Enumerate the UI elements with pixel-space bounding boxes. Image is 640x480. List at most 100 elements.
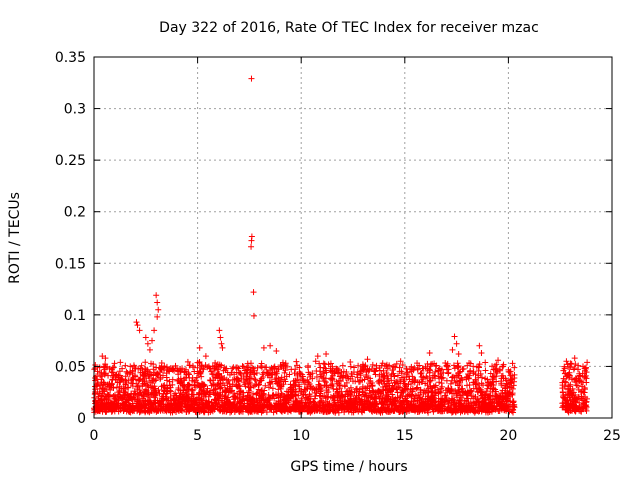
x-tick-label: 10 bbox=[292, 428, 310, 444]
data-point bbox=[482, 367, 489, 374]
data-point bbox=[583, 364, 590, 371]
data-point bbox=[156, 390, 163, 397]
data-point bbox=[455, 351, 462, 358]
data-point bbox=[482, 359, 489, 366]
data-point bbox=[136, 327, 143, 334]
data-point bbox=[355, 362, 362, 369]
x-axis-label: GPS time / hours bbox=[290, 459, 407, 475]
data-point bbox=[584, 359, 591, 366]
data-point bbox=[250, 289, 257, 296]
data-point bbox=[149, 337, 156, 344]
chart-title: Day 322 of 2016, Rate Of TEC Index for r… bbox=[159, 20, 539, 36]
data-point bbox=[414, 360, 421, 367]
data-point bbox=[399, 362, 406, 369]
x-tick-label: 5 bbox=[193, 428, 202, 444]
data-point bbox=[339, 362, 346, 369]
grid-lines bbox=[94, 57, 612, 418]
data-point bbox=[146, 346, 153, 353]
data-point bbox=[109, 377, 116, 384]
data-point bbox=[216, 327, 223, 334]
data-point bbox=[244, 360, 251, 367]
data-point bbox=[133, 319, 140, 326]
data-point bbox=[129, 380, 136, 387]
data-point bbox=[509, 398, 516, 405]
data-point bbox=[263, 364, 270, 371]
data-point bbox=[219, 344, 226, 351]
data-point bbox=[134, 322, 141, 329]
data-point bbox=[449, 346, 456, 353]
x-tick-label: 0 bbox=[90, 428, 99, 444]
data-point bbox=[267, 342, 274, 349]
data-point bbox=[347, 363, 354, 370]
data-point bbox=[445, 370, 452, 377]
y-tick-label: 0 bbox=[77, 411, 86, 427]
y-tick-label: 0.15 bbox=[55, 256, 86, 272]
x-tick-label: 15 bbox=[396, 428, 414, 444]
data-point bbox=[206, 377, 213, 384]
data-point bbox=[265, 384, 272, 391]
y-tick-label: 0.35 bbox=[55, 50, 86, 66]
data-point bbox=[572, 361, 579, 368]
data-point bbox=[476, 342, 483, 349]
data-point bbox=[155, 306, 162, 313]
y-axis-label: ROTI / TECUs bbox=[7, 192, 23, 284]
data-point bbox=[123, 368, 130, 375]
data-point bbox=[369, 361, 376, 368]
data-point bbox=[251, 376, 258, 383]
data-point bbox=[258, 360, 265, 367]
data-point bbox=[451, 333, 458, 340]
data-point bbox=[217, 334, 224, 341]
data-point bbox=[487, 370, 494, 377]
data-point bbox=[144, 340, 151, 347]
data-point bbox=[196, 344, 203, 351]
data-point bbox=[142, 359, 149, 366]
data-point bbox=[478, 350, 485, 357]
x-tick-label: 20 bbox=[499, 428, 517, 444]
plot-frame bbox=[93, 56, 613, 419]
data-point bbox=[574, 366, 581, 373]
data-point bbox=[240, 363, 247, 370]
data-point bbox=[291, 370, 298, 377]
data-point bbox=[321, 361, 328, 368]
data-point bbox=[248, 75, 255, 82]
y-tick-label: 0.3 bbox=[64, 102, 86, 118]
data-point bbox=[383, 363, 390, 370]
data-point bbox=[453, 340, 460, 347]
y-tick-label: 0.1 bbox=[64, 308, 86, 324]
data-point bbox=[293, 358, 300, 365]
y-tick-label: 0.25 bbox=[55, 153, 86, 169]
data-point bbox=[153, 292, 160, 299]
data-point bbox=[364, 356, 371, 363]
data-point bbox=[347, 384, 354, 391]
data-point bbox=[571, 355, 578, 362]
data-point bbox=[323, 351, 330, 358]
y-tick-label: 0.2 bbox=[64, 205, 86, 221]
data-point bbox=[273, 347, 280, 354]
data-point bbox=[248, 243, 255, 250]
data-point bbox=[459, 366, 466, 373]
data-point bbox=[440, 369, 447, 376]
data-point bbox=[129, 383, 136, 390]
data-point bbox=[417, 370, 424, 377]
data-point bbox=[413, 385, 420, 392]
data-point bbox=[393, 360, 400, 367]
data-point bbox=[426, 350, 433, 357]
data-point bbox=[314, 353, 321, 360]
data-point bbox=[142, 334, 149, 341]
data-point bbox=[432, 368, 439, 375]
data-points bbox=[91, 75, 591, 416]
data-point bbox=[234, 364, 241, 371]
data-point bbox=[154, 299, 161, 306]
data-point bbox=[438, 374, 445, 381]
data-point bbox=[248, 237, 255, 244]
data-point bbox=[347, 358, 354, 365]
x-tick-label: 25 bbox=[603, 428, 621, 444]
data-point bbox=[202, 353, 209, 360]
data-point bbox=[304, 364, 311, 371]
y-tick-label: 0.05 bbox=[55, 359, 86, 375]
data-point bbox=[117, 359, 124, 366]
data-point bbox=[260, 344, 267, 351]
data-point bbox=[111, 360, 118, 367]
data-point bbox=[122, 362, 129, 369]
